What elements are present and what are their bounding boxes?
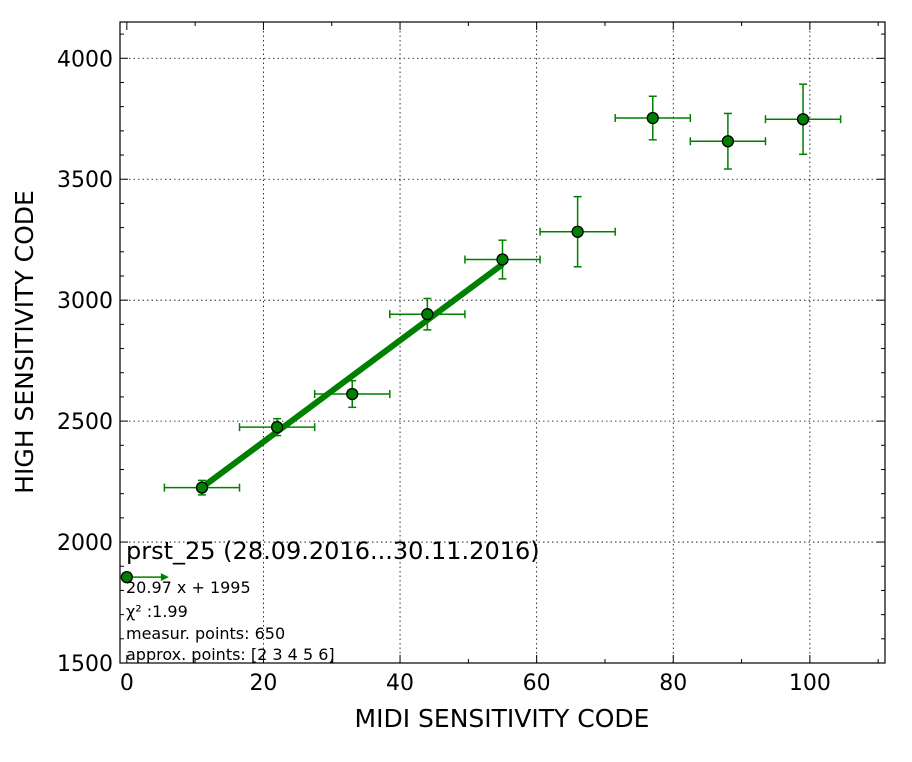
x-tick-label: 100 — [789, 671, 831, 696]
x-tick-label: 60 — [523, 671, 551, 696]
y-tick-label: 2500 — [57, 410, 113, 435]
x-tick-label: 80 — [659, 671, 687, 696]
data-point — [646, 111, 659, 125]
measur-points-label: measur. points: 650 — [126, 624, 285, 643]
y-tick-label: 3000 — [57, 289, 113, 314]
x-tick-label: 20 — [249, 671, 277, 696]
grid-layer — [120, 22, 885, 663]
y-axis-title: HIGH SENSITIVITY CODE — [10, 190, 39, 494]
chi2-label: χ² :1.99 — [126, 602, 188, 621]
x-tick-label: 0 — [120, 671, 134, 696]
data-point — [496, 253, 509, 266]
data-point — [195, 481, 209, 494]
fit-layer — [200, 261, 505, 490]
data-point — [571, 225, 584, 238]
chart-title: prst_25 (28.09.2016...30.11.2016) — [126, 537, 540, 565]
data-point — [120, 570, 133, 584]
fit-equation: 20.97 x + 1995 — [126, 578, 251, 597]
y-tick-label: 1500 — [57, 652, 113, 677]
y-tick-label: 4000 — [57, 47, 113, 72]
data-point — [796, 113, 810, 126]
fit-line — [200, 261, 505, 490]
x-tick-label: 40 — [386, 671, 414, 696]
arrow-layer — [132, 573, 169, 582]
data-point — [346, 387, 359, 401]
y-tick-label: 3500 — [57, 168, 113, 193]
data-point — [270, 421, 284, 434]
plot-frame — [119, 21, 886, 664]
ticks: 0 20 40 60 80 100 1500 2000 2500 3000 3500 4000 — [57, 22, 885, 696]
error-bars — [163, 83, 842, 496]
data-points — [120, 111, 810, 584]
data-point — [421, 308, 434, 321]
arrow-head-icon — [160, 573, 169, 582]
data-point — [721, 135, 735, 148]
y-tick-label: 2000 — [57, 531, 113, 556]
approx-points-label: approx. points: [2 3 4 5 6] — [126, 645, 335, 664]
x-axis-title: MIDI SENSITIVITY CODE — [355, 704, 650, 733]
